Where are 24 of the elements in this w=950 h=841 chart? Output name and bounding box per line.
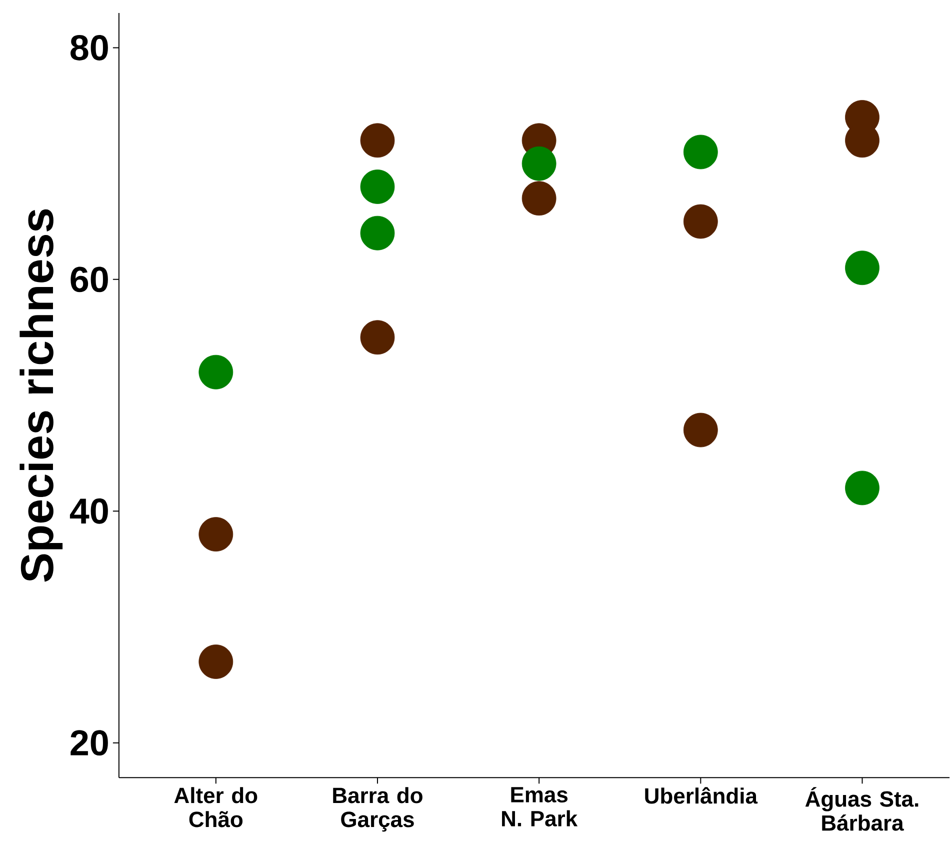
point	[360, 320, 395, 355]
x-tick-label: Águas Sta. Bárbara	[805, 787, 918, 832]
point	[198, 517, 234, 552]
y-tick-label: 60	[70, 266, 108, 292]
point	[198, 644, 234, 680]
point	[360, 123, 395, 158]
y-axis-title: Species richness	[20, 210, 63, 582]
x-tick-label: Emas N. Park	[502, 787, 578, 827]
point	[845, 470, 880, 506]
point	[845, 250, 880, 286]
point	[522, 146, 556, 181]
point	[360, 216, 395, 251]
point	[683, 135, 718, 170]
point	[683, 413, 718, 448]
x-tick-label: Uberlândia	[645, 787, 758, 804]
point	[198, 355, 234, 390]
x-tick-label: Alter do Chão	[174, 787, 258, 828]
point	[683, 204, 718, 239]
y-tick-label: 40	[70, 498, 108, 524]
point	[360, 170, 395, 204]
y-tick-label: 80	[70, 35, 108, 61]
x-tick-label: Barra do Garças	[333, 787, 422, 832]
y-tick-label: 20	[70, 730, 108, 756]
point	[522, 181, 556, 216]
